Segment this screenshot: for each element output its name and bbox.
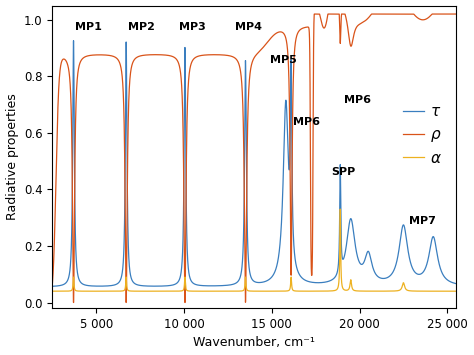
α — [179, 289, 184, 293]
τ — [407, 256, 412, 261]
ρ — [393, 12, 399, 16]
τ — [179, 265, 184, 269]
τ — [50, 284, 55, 288]
ρ — [179, 84, 184, 88]
Text: MP6: MP6 — [293, 117, 320, 127]
ρ — [377, 12, 383, 16]
ρ — [94, 53, 100, 57]
Line: τ: τ — [53, 41, 456, 286]
α — [393, 289, 399, 293]
τ — [377, 276, 383, 280]
τ — [71, 39, 76, 43]
τ — [453, 282, 459, 286]
α — [453, 289, 459, 293]
ρ — [50, 281, 55, 285]
Line: ρ: ρ — [53, 14, 456, 302]
Text: MP5: MP5 — [270, 55, 297, 65]
Line: α: α — [53, 209, 456, 291]
Text: SPP: SPP — [331, 166, 356, 177]
α — [377, 289, 383, 293]
α — [94, 289, 100, 293]
α — [337, 207, 343, 211]
Legend: τ, ρ, α: τ, ρ, α — [397, 98, 447, 172]
τ — [352, 243, 358, 247]
τ — [393, 263, 399, 267]
ρ — [352, 28, 358, 32]
τ — [94, 284, 100, 288]
Y-axis label: Radiative properties: Radiative properties — [6, 93, 18, 220]
ρ — [453, 12, 459, 16]
ρ — [407, 12, 412, 16]
Text: MP6: MP6 — [344, 94, 371, 104]
ρ — [71, 300, 76, 305]
α — [407, 289, 412, 293]
Text: MP7: MP7 — [409, 216, 436, 226]
ρ — [311, 12, 317, 16]
Text: MP3: MP3 — [179, 22, 206, 32]
α — [352, 289, 358, 293]
Text: MP4: MP4 — [235, 22, 262, 32]
α — [50, 289, 55, 293]
X-axis label: Wavenumber, cm⁻¹: Wavenumber, cm⁻¹ — [193, 337, 315, 349]
Text: MP2: MP2 — [128, 22, 155, 32]
Text: MP1: MP1 — [75, 22, 102, 32]
